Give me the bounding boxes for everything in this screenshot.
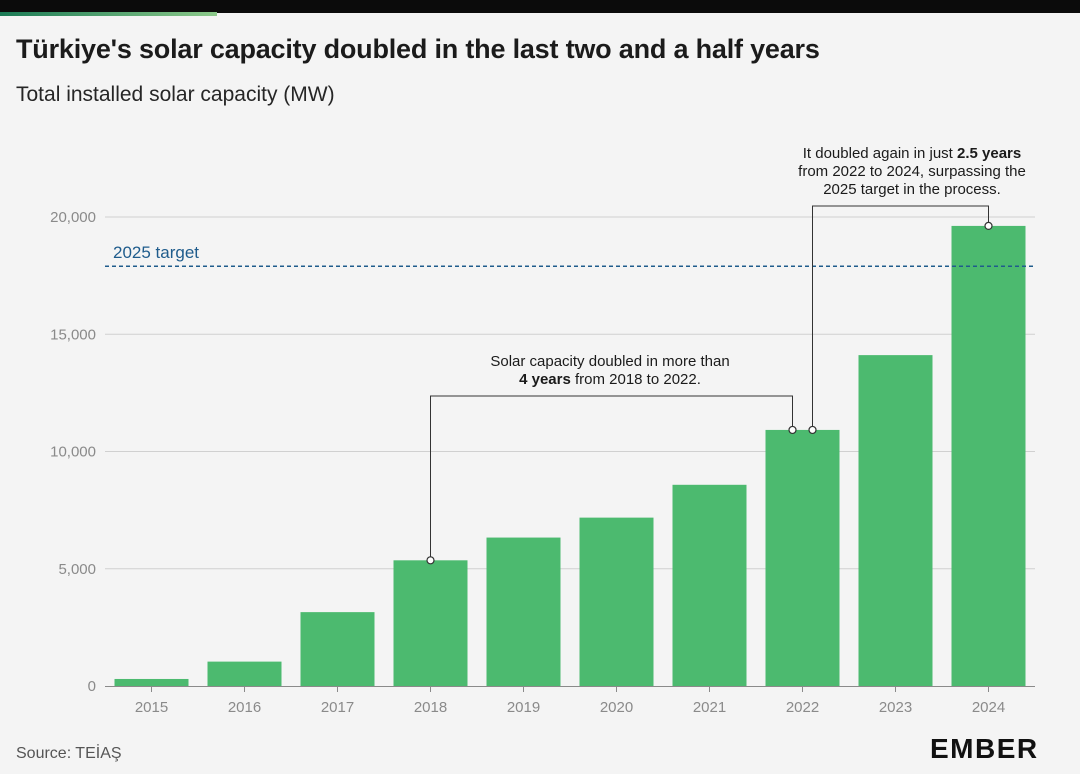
bar-2020: [579, 517, 654, 686]
target-label: 2025 target: [113, 243, 199, 262]
annotation-2018-2022: Solar capacity doubled in more than 4 ye…: [430, 353, 790, 389]
annotation-marker: [426, 556, 435, 565]
chart-title: Türkiye's solar capacity doubled in the …: [16, 34, 820, 64]
x-tick-label: 2023: [879, 699, 912, 716]
annotation-connector: [430, 395, 793, 561]
x-tick-label: 2018: [414, 699, 447, 716]
annotation-text: It doubled again in just: [802, 145, 958, 162]
annotation-marker: [788, 425, 797, 435]
x-tick-label: 2022: [786, 699, 819, 716]
ember-logo: EMBER: [930, 733, 1039, 764]
x-tick-label: 2016: [228, 699, 261, 716]
bar-2024: [951, 225, 1026, 686]
x-tick-label: 2017: [321, 699, 354, 716]
top-bar: [0, 0, 1080, 13]
annotation-text: Solar capacity doubled in more than: [490, 353, 730, 370]
source-note: Source: TEİAŞ: [16, 745, 122, 762]
y-tick-label: 5,000: [58, 561, 96, 578]
annotation-connector: [812, 205, 989, 430]
bar-2015: [114, 678, 189, 686]
top-bar-accent: [0, 12, 217, 16]
x-tick-label: 2015: [135, 699, 168, 716]
x-tick-label: 2021: [693, 699, 726, 716]
annotation-text: from 2018 to 2022.: [570, 371, 701, 388]
bar-2022: [765, 429, 840, 686]
x-tick-label: 2020: [600, 699, 633, 716]
x-tick-label: 2019: [507, 699, 540, 716]
x-tick-label: 2024: [972, 699, 1005, 716]
bar-2021: [672, 484, 747, 686]
y-tick-label: 20,000: [50, 209, 96, 226]
bar-2018: [393, 560, 468, 686]
annotation-text: from 2022 to 2024, surpassing the 2025 t…: [798, 163, 1026, 198]
annotation-marker: [984, 221, 993, 231]
bar-2023: [858, 355, 933, 686]
annotation-2022-2024: It doubled again in just 2.5 years from …: [762, 145, 1062, 199]
y-tick-label: 15,000: [50, 326, 96, 343]
y-tick-label: 0: [88, 678, 96, 695]
bar-2016: [207, 661, 282, 686]
annotation-emphasis: 4 years: [519, 371, 571, 388]
annotation-emphasis: 2.5 years: [957, 145, 1022, 162]
bar-2019: [486, 537, 561, 686]
y-tick-label: 10,000: [50, 444, 96, 461]
annotation-marker: [808, 425, 817, 435]
bar-2017: [300, 612, 375, 686]
chart-subtitle: Total installed solar capacity (MW): [16, 83, 335, 106]
